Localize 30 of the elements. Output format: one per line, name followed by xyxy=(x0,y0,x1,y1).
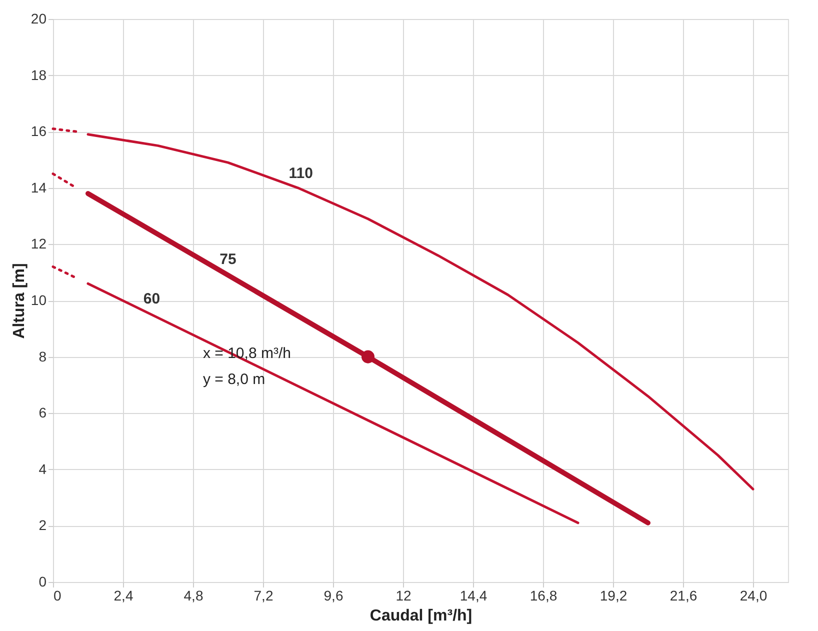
y-axis-title: Altura [m] xyxy=(10,263,28,339)
series-label: 110 xyxy=(288,165,313,182)
x-tick-label: 24,0 xyxy=(740,588,768,604)
y-tick-label: 0 xyxy=(38,574,47,590)
line-series xyxy=(86,133,754,490)
series-label: 75 xyxy=(220,251,236,268)
x-tick-label: 7,2 xyxy=(254,588,274,604)
y-tick-label: 18 xyxy=(30,66,47,83)
x-axis-title: Caudal [m³/h] xyxy=(370,608,472,624)
x-tick-label: 21,6 xyxy=(670,588,698,604)
y-tick-label: 4 xyxy=(38,460,47,477)
annotation: x = 10,8 m³/h xyxy=(203,344,291,362)
y-tick-label: 2 xyxy=(38,517,47,534)
y-tick-label: 8 xyxy=(38,348,47,364)
x-tick-label: 19,2 xyxy=(600,588,628,604)
y-tick-label: 16 xyxy=(30,123,47,140)
y-tick-label: 20 xyxy=(30,10,47,26)
y-tick-label: 10 xyxy=(30,292,47,308)
x-tick-label: 2,4 xyxy=(114,588,134,604)
y-tick-label: 12 xyxy=(30,236,47,252)
annotation: y = 8,0 m xyxy=(203,370,266,388)
series-label: 60 xyxy=(143,290,160,308)
x-tick-label: 16,8 xyxy=(530,588,558,604)
x-tick-label: 9,6 xyxy=(324,588,344,604)
x-tick-label: 0 xyxy=(54,588,62,604)
x-tick-label: 14,4 xyxy=(460,588,488,604)
y-tick-label: 6 xyxy=(38,404,47,421)
x-tick-label: 12 xyxy=(396,588,412,604)
y-tick-label: 14 xyxy=(30,179,47,196)
x-tick-label: 4,8 xyxy=(184,588,204,604)
